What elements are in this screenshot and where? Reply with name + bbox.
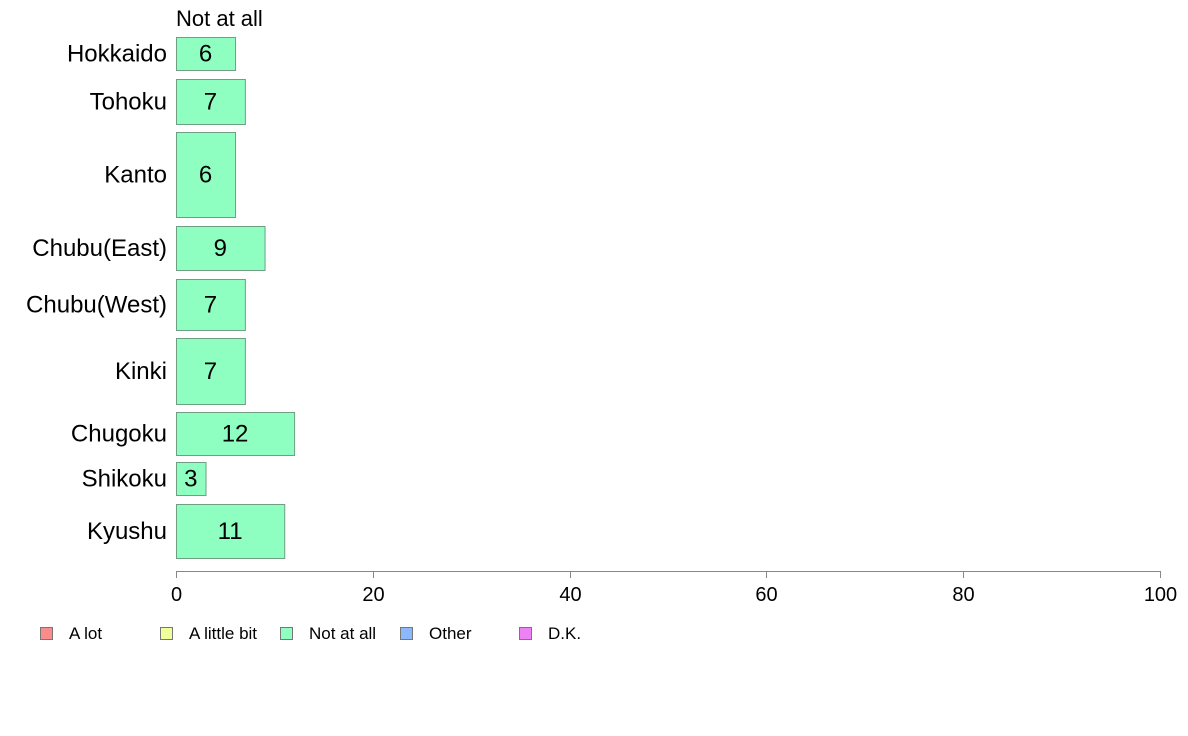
bar <box>176 462 207 496</box>
bar <box>176 412 296 456</box>
legend: A lot A little bit Not at all Other D.K. <box>40 624 581 643</box>
legend-swatch <box>160 627 173 640</box>
bar-value-label: 11 <box>218 518 243 545</box>
legend-label: D.K. <box>548 624 581 643</box>
legend-label: Not at all <box>309 624 376 643</box>
bar-value-label: 7 <box>204 358 217 385</box>
category-label: Kanto <box>104 162 167 189</box>
category-label: Chubu(West) <box>26 292 167 319</box>
legend-label: Other <box>429 624 472 643</box>
bar-value-label: 7 <box>204 89 217 116</box>
bar <box>176 79 246 125</box>
bar <box>176 226 266 271</box>
bar-value-label: 9 <box>214 235 227 262</box>
bar-value-label: 6 <box>199 41 212 68</box>
bar <box>176 338 246 405</box>
category-label: Kyushu <box>87 518 167 545</box>
legend-swatch <box>280 627 293 640</box>
legend-swatch <box>400 627 413 640</box>
x-tick-label: 0 <box>171 584 182 606</box>
category-label: Chubu(East) <box>32 235 167 262</box>
bar-value-label: 6 <box>199 162 212 189</box>
bar-value-label: 7 <box>204 292 217 319</box>
bar <box>176 37 237 71</box>
x-tick-label: 20 <box>362 584 384 606</box>
x-tick-label: 60 <box>755 584 777 606</box>
legend-swatch <box>519 627 532 640</box>
legend-swatch <box>40 627 53 640</box>
bars-group: Hokkaido 6 Tohoku 7 Kanto 6 Chubu(East) 9 Chubu(… <box>26 37 296 559</box>
bar <box>176 504 286 559</box>
bar <box>176 132 237 218</box>
series-label-top: Not at all <box>176 6 263 31</box>
bar-value-label: 3 <box>184 466 197 493</box>
category-label: Hokkaido <box>67 41 167 68</box>
x-tick-label: 40 <box>559 584 581 606</box>
category-label: Chugoku <box>71 421 167 448</box>
category-label: Shikoku <box>82 466 167 493</box>
legend-label: A lot <box>69 624 102 643</box>
x-tick-label: 100 <box>1144 584 1177 606</box>
x-tick-label: 80 <box>952 584 974 606</box>
category-label: Kinki <box>115 358 167 385</box>
category-label: Tohoku <box>90 89 167 116</box>
bar <box>176 279 246 331</box>
legend-label: A little bit <box>189 624 257 643</box>
bar-value-label: 12 <box>222 421 249 448</box>
x-axis: 0 20 40 60 80 100 <box>171 571 1177 606</box>
